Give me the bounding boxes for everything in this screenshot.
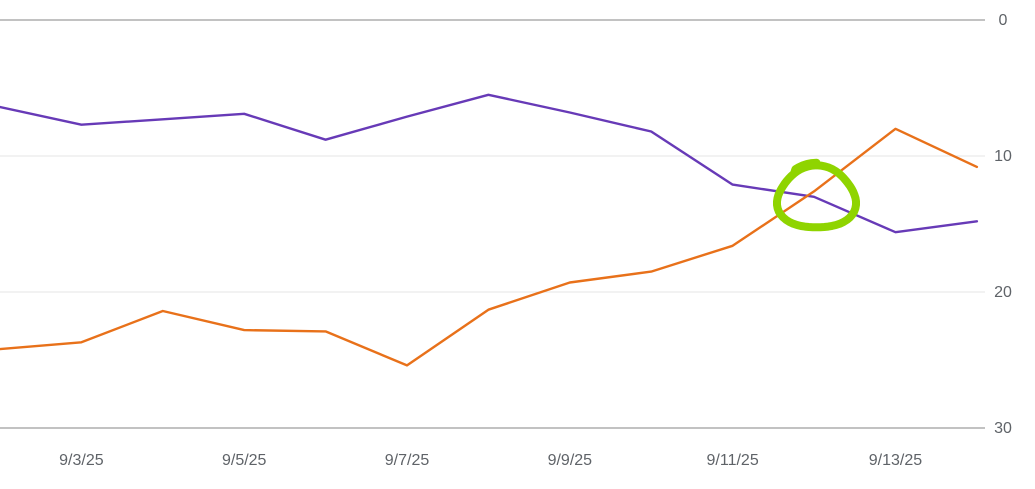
series-group: [0, 93, 979, 367]
x-tick-label: 9/5/25: [222, 452, 267, 469]
y-axis: 0 10 20 30: [994, 12, 1012, 437]
x-tick-label: 9/9/25: [548, 452, 593, 469]
y-tick-label: 10: [994, 148, 1012, 165]
x-axis: 9/3/25 9/5/25 9/7/25 9/9/25 9/11/25 9/13/25: [59, 452, 922, 469]
series-line-purple: [0, 93, 979, 234]
annotation-group: [773, 158, 860, 232]
highlight-circle-annotation: [773, 158, 860, 232]
series-line-orange: [0, 127, 979, 367]
y-tick-label: 20: [994, 284, 1012, 301]
x-tick-label: 9/3/25: [59, 452, 104, 469]
y-tick-label: 30: [994, 420, 1012, 437]
x-tick-label: 9/11/25: [707, 452, 759, 469]
y-tick-label: 0: [999, 12, 1008, 29]
grid-lines: [0, 19, 985, 429]
x-tick-label: 9/7/25: [385, 452, 430, 469]
x-tick-label: 9/13/25: [869, 452, 922, 469]
